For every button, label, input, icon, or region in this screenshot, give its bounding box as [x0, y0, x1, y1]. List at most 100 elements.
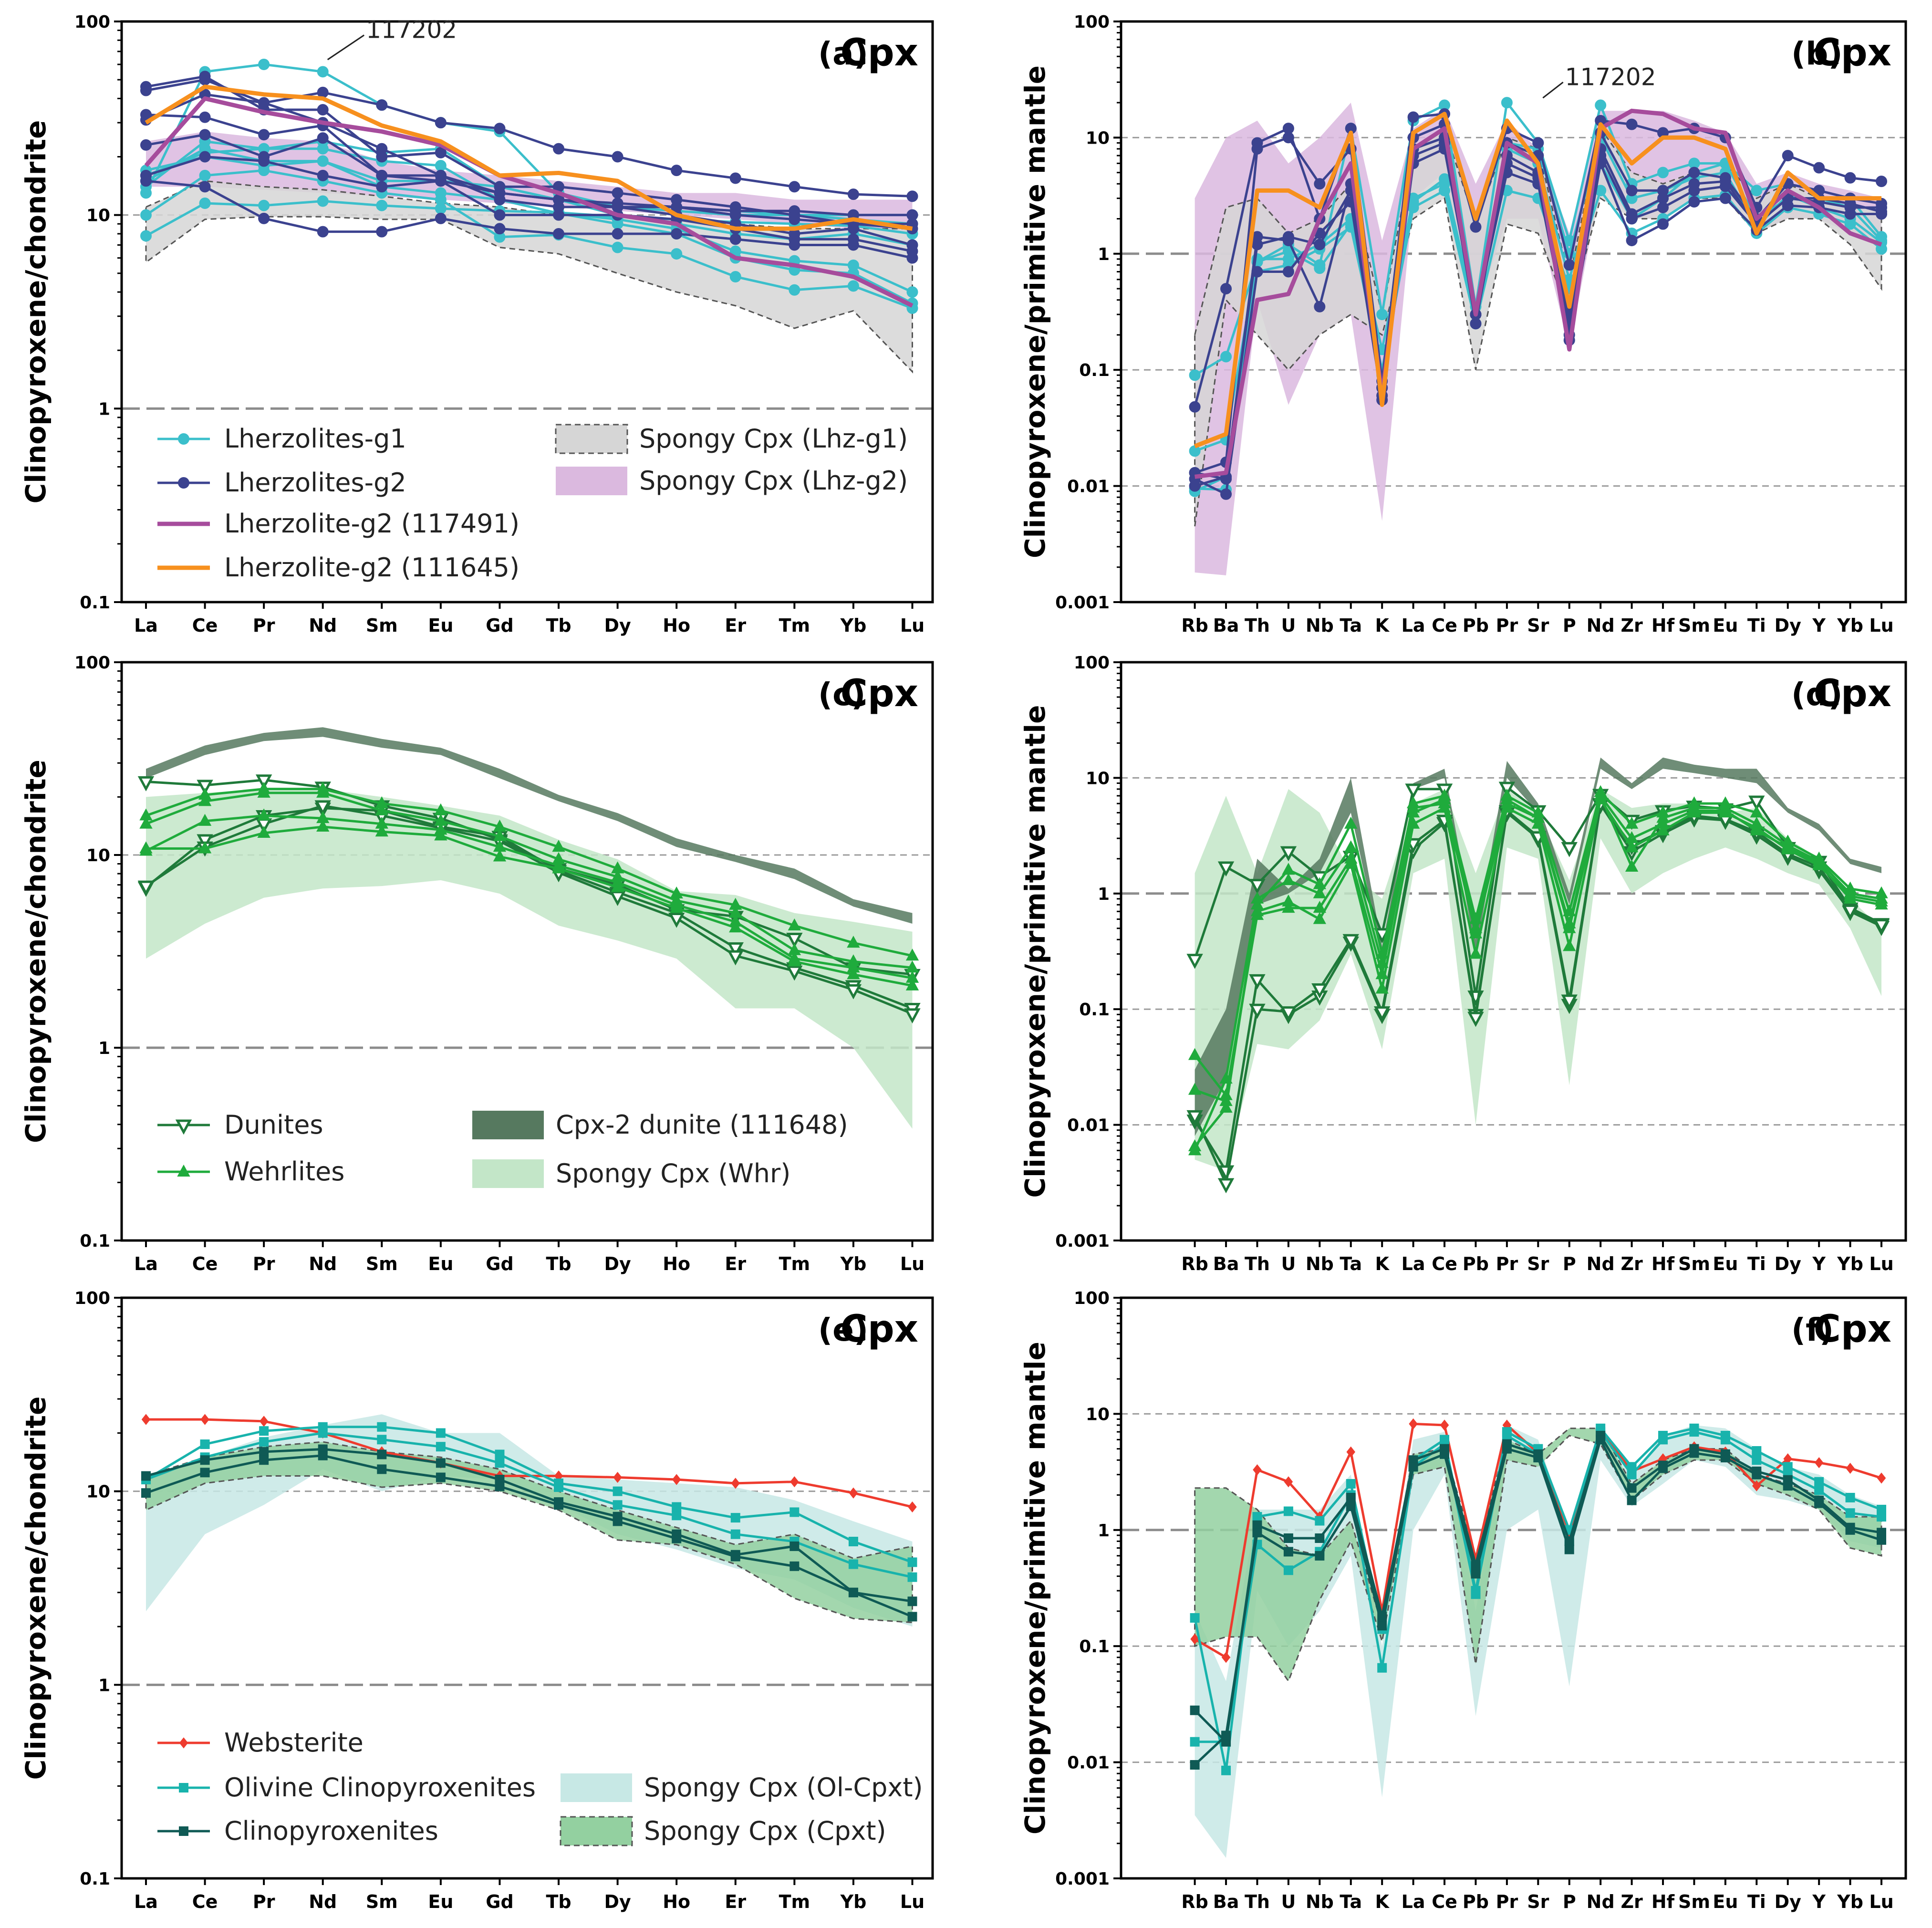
data-point — [1751, 185, 1763, 197]
data-point — [613, 1516, 623, 1526]
data-point — [1814, 1485, 1824, 1495]
data-point — [612, 241, 623, 253]
data-point — [1220, 351, 1232, 363]
legend-swatch-marker — [179, 1826, 188, 1836]
data-point — [611, 880, 624, 892]
data-point — [1190, 1613, 1200, 1623]
x-tick-label-y: Y — [1812, 1891, 1826, 1912]
data-point — [789, 1561, 800, 1571]
data-point — [730, 1513, 740, 1523]
data-point — [1440, 1419, 1449, 1431]
data-point — [612, 187, 623, 199]
data-point — [435, 160, 447, 172]
x-tick-label-ce: Ce — [192, 615, 218, 636]
data-point — [1314, 262, 1326, 274]
data-point — [672, 1474, 681, 1485]
data-point — [790, 1476, 799, 1488]
data-point — [1502, 1430, 1512, 1440]
series-line — [145, 200, 913, 237]
data-point — [140, 175, 152, 187]
data-point — [376, 226, 388, 238]
panel-title: Cpx — [1814, 31, 1891, 74]
data-point — [257, 808, 270, 821]
data-point — [1220, 488, 1232, 500]
y-tick-label: 10 — [86, 1482, 110, 1502]
legend-label: Lherzolite-g2 (117491) — [224, 509, 519, 539]
panel-tag: (d) — [1791, 676, 1843, 713]
series-g2-12 — [140, 175, 918, 264]
x-tick-label-dy: Dy — [604, 1253, 631, 1274]
x-tick-label-dy: Dy — [1775, 1253, 1802, 1274]
plot-frame — [1120, 20, 1907, 604]
data-point — [141, 1488, 151, 1498]
x-tick-label-pr: Pr — [1496, 615, 1518, 636]
data-point — [317, 195, 329, 207]
data-point — [786, 932, 803, 948]
y-tick-label: 0.1 — [1079, 1000, 1110, 1020]
band-spongy-cpx-lhz-g1- — [1194, 126, 1882, 527]
x-tick-label-sm: Sm — [1678, 1253, 1710, 1274]
data-point — [789, 239, 800, 251]
x-tick-label-p: P — [1563, 615, 1576, 636]
data-point — [1845, 1508, 1855, 1518]
data-point — [200, 1468, 210, 1478]
data-point — [375, 803, 388, 815]
data-point — [1532, 137, 1544, 149]
legend-label: Dunites — [224, 1110, 323, 1140]
data-point — [199, 181, 211, 193]
data-point — [199, 129, 211, 141]
data-point — [1814, 1477, 1824, 1487]
data-point — [258, 199, 270, 211]
data-point — [1284, 1476, 1293, 1488]
data-point — [729, 271, 741, 282]
data-point — [1253, 1464, 1262, 1476]
data-point — [905, 978, 919, 990]
panel-f: 100 10 1 0.1 0.01 0.001 Rb Ba Th U Nb Ta K La Ce Pb Pr Sr… — [1019, 1289, 1907, 1912]
x-tick-label-th: Th — [1245, 615, 1270, 636]
data-point — [1844, 201, 1856, 213]
data-point — [907, 1557, 917, 1567]
data-point — [1752, 1469, 1762, 1480]
data-point — [1249, 974, 1266, 990]
series-line — [145, 792, 913, 969]
data-point — [1625, 816, 1639, 829]
data-point — [907, 1596, 917, 1606]
data-point — [435, 169, 447, 181]
data-point — [1221, 1730, 1231, 1740]
data-point — [1563, 259, 1575, 271]
data-point — [906, 190, 918, 202]
x-tick-label-lu: Lu — [1869, 1891, 1893, 1912]
data-point — [1221, 1652, 1231, 1663]
series-111645-10 — [1194, 112, 1882, 448]
data-point — [139, 841, 153, 854]
y-tick-label: 100 — [1074, 12, 1110, 32]
data-point — [258, 97, 270, 109]
data-point — [1188, 1083, 1202, 1095]
x-tick-label-lu: Lu — [900, 615, 924, 636]
legend-item: Dunites — [157, 1110, 323, 1140]
x-tick-label-p: P — [1563, 1253, 1576, 1274]
data-point — [1688, 167, 1700, 178]
y-tick-label: 1 — [1098, 245, 1110, 264]
data-point — [199, 169, 211, 181]
x-tick-label-eu: Eu — [428, 615, 453, 636]
data-point — [1748, 795, 1765, 811]
data-point — [1405, 783, 1422, 799]
data-point — [1280, 1006, 1297, 1021]
data-point — [789, 1541, 800, 1551]
band-spongy-cpx-lhz-g1- — [145, 180, 913, 374]
data-point — [553, 228, 565, 240]
data-point — [200, 1439, 210, 1449]
panel-tag: (f) — [1791, 1312, 1834, 1348]
data-point — [1625, 859, 1639, 872]
data-point — [1687, 801, 1701, 813]
x-tick-label-ba: Ba — [1213, 1253, 1239, 1274]
data-point — [1377, 1621, 1387, 1631]
data-point — [317, 132, 329, 144]
legend-swatch-marker — [178, 477, 189, 489]
data-point — [314, 800, 331, 816]
data-point — [259, 1416, 269, 1427]
legend-label: Spongy Cpx (Cpxt) — [644, 1816, 886, 1846]
data-point — [727, 950, 744, 966]
x-tick-label-yb: Yb — [840, 615, 867, 636]
